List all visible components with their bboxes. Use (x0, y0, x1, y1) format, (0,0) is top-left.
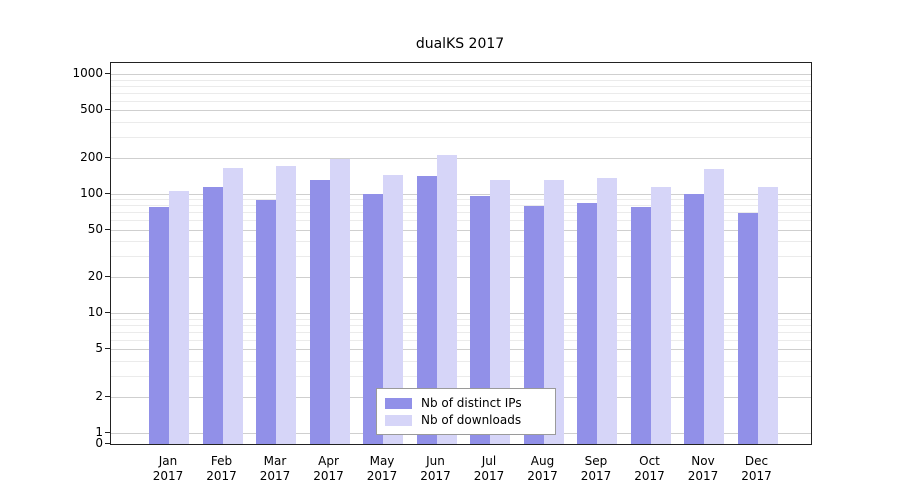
bar-distinct-ips-mar (256, 200, 276, 444)
gridline-minor (111, 212, 811, 214)
x-axis-label-dec: Dec 2017 (741, 454, 772, 483)
gridline-major (111, 229, 811, 231)
gridline-minor (111, 85, 811, 87)
gridline-major (111, 349, 811, 351)
y-tick-mark (105, 443, 110, 444)
x-axis-label-may: May 2017 (366, 454, 398, 483)
legend: Nb of distinct IPs Nb of downloads (376, 388, 556, 435)
y-axis-label-20: 20 (87, 269, 103, 284)
bar-distinct-ips-apr (309, 180, 330, 444)
bar-distinct-ips-feb (202, 187, 223, 444)
gridline-minor (111, 325, 811, 326)
gridline-minor (111, 92, 811, 94)
bar-distinct-ips-dec (737, 213, 758, 444)
y-axis: 0 1 2 5 10 20 50 100 200 500 1000 (0, 62, 103, 450)
gridline-minor (111, 136, 811, 138)
y-tick-mark (105, 73, 110, 75)
gridline-minor (111, 361, 811, 362)
y-axis-label-10: 10 (87, 305, 103, 320)
y-axis-label-200: 200 (80, 149, 103, 164)
gridline-major (111, 110, 811, 112)
y-axis-label-2: 2 (95, 389, 103, 403)
bar-downloads-feb (222, 167, 243, 444)
y-tick-mark (105, 348, 110, 350)
x-axis: Jan 2017 Feb 2017 Mar 2017 Apr 2017 May 2017 Jun 20… (110, 450, 810, 484)
gridline-minor (111, 256, 811, 258)
y-tick-mark (105, 192, 110, 194)
y-tick-mark (105, 156, 110, 158)
gridline-minor (111, 205, 811, 207)
plot-area (110, 62, 812, 445)
bar-downloads-mar (276, 165, 296, 444)
y-axis-label-100: 100 (80, 185, 103, 200)
bar-downloads-jun (436, 155, 457, 444)
bar-downloads-dec (757, 187, 778, 444)
y-axis-label-5: 5 (95, 341, 103, 356)
bar-downloads-apr (329, 159, 350, 444)
bar-downloads-jul (490, 180, 510, 444)
y-axis-label-0: 0 (95, 436, 103, 450)
y-tick-mark (105, 276, 110, 278)
gridline-minor (111, 331, 811, 333)
x-axis-label-aug: Aug 2017 (527, 454, 558, 483)
y-axis-label-500: 500 (80, 102, 103, 117)
bar-distinct-ips-jul (470, 195, 490, 444)
y-tick-mark (105, 312, 110, 314)
gridline-major (111, 157, 811, 159)
gridline-minor (111, 241, 811, 243)
bar-downloads-may (383, 174, 403, 444)
bar-distinct-ips-sep (577, 202, 597, 444)
y-axis-label-50: 50 (87, 221, 103, 236)
gridline-minor (111, 121, 811, 123)
gridline-major (111, 193, 811, 195)
y-tick-mark (105, 228, 110, 230)
x-axis-label-apr: Apr 2017 (313, 454, 344, 483)
bar-downloads-nov (704, 169, 724, 444)
gridline-major (111, 74, 811, 76)
y-axis-label-1000: 1000 (72, 66, 103, 81)
x-axis-label-jan: Jan 2017 (152, 454, 184, 483)
bar-distinct-ips-jan (149, 206, 169, 444)
x-axis-label-oct: Oct 2017 (634, 454, 665, 483)
x-axis-label-feb: Feb 2017 (206, 454, 237, 483)
y-tick-mark (105, 432, 110, 433)
bar-distinct-ips-oct (630, 207, 651, 444)
gridline-minor (111, 375, 811, 377)
x-axis-label-mar: Mar 2017 (259, 454, 291, 483)
y-axis-ticks (105, 62, 110, 444)
y-tick-mark (105, 109, 110, 111)
gridline-major (111, 277, 811, 279)
bar-distinct-ips-may (363, 193, 383, 444)
chart-title: dualKS 2017 (415, 36, 505, 52)
legend-item-distinct-ips: Nb of distinct IPs (385, 395, 547, 411)
legend-swatch-distinct-ips (385, 397, 412, 409)
bar-distinct-ips-nov (684, 194, 704, 444)
gridline-minor (111, 339, 811, 341)
gridline-minor (111, 318, 811, 320)
bar-downloads-oct (650, 186, 671, 444)
legend-label-downloads: Nb of downloads (421, 413, 522, 427)
legend-label-distinct-ips: Nb of distinct IPs (421, 396, 522, 410)
x-axis-label-nov: Nov 2017 (687, 454, 719, 483)
gridline-minor (111, 199, 811, 201)
bar-downloads-sep (597, 178, 617, 444)
bar-downloads-aug (543, 180, 564, 444)
legend-item-downloads: Nb of downloads (385, 412, 547, 428)
bar-distinct-ips-jun (416, 176, 437, 444)
gridline-major (111, 313, 811, 315)
gridline-minor (111, 100, 811, 102)
gridline-minor (111, 220, 811, 222)
y-axis-label-1: 1 (95, 425, 103, 439)
x-axis-label-jun: Jun 2017 (420, 454, 451, 483)
y-tick-mark (105, 396, 110, 397)
x-axis-label-sep: Sep 2017 (580, 454, 612, 483)
legend-swatch-downloads (385, 414, 412, 426)
x-axis-label-jul: Jul 2017 (473, 454, 505, 483)
bar-downloads-jan (169, 191, 189, 444)
gridline-minor (111, 79, 811, 81)
bar-distinct-ips-aug (523, 206, 544, 444)
